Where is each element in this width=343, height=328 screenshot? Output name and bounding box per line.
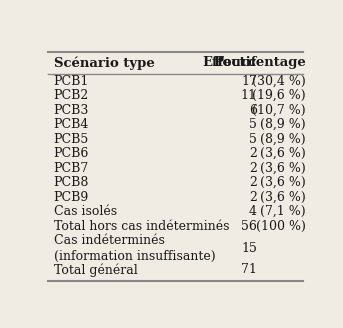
Text: 56: 56 [241, 220, 257, 233]
Text: (7,1 %): (7,1 %) [260, 205, 306, 218]
Text: (8,9 %): (8,9 %) [260, 118, 306, 131]
Text: PCB7: PCB7 [54, 162, 89, 175]
Text: (3,6 %): (3,6 %) [260, 191, 306, 204]
Text: Cas indéterminés
(information insuffisante): Cas indéterminés (information insuffisan… [54, 234, 215, 262]
Text: Pourcentage: Pourcentage [213, 56, 306, 70]
Text: PCB4: PCB4 [54, 118, 89, 131]
Text: PCB5: PCB5 [54, 133, 89, 146]
Text: Cas isolés: Cas isolés [54, 205, 117, 218]
Text: Total hors cas indéterminés: Total hors cas indéterminés [54, 220, 229, 233]
Text: 15: 15 [241, 241, 257, 255]
Text: (19,6 %): (19,6 %) [252, 89, 306, 102]
Text: 2: 2 [249, 162, 257, 175]
Text: PCB3: PCB3 [54, 104, 89, 116]
Text: 6: 6 [249, 104, 257, 116]
Text: 2: 2 [249, 191, 257, 204]
Text: (10,7 %): (10,7 %) [252, 104, 306, 116]
Text: Effectif: Effectif [202, 56, 257, 70]
Text: (30,4 %): (30,4 %) [252, 74, 306, 88]
Text: 4: 4 [249, 205, 257, 218]
Text: (3,6 %): (3,6 %) [260, 147, 306, 160]
Text: (3,6 %): (3,6 %) [260, 176, 306, 189]
Text: 5: 5 [249, 133, 257, 146]
Text: Scénario type: Scénario type [54, 56, 154, 70]
Text: PCB1: PCB1 [54, 74, 89, 88]
Text: (3,6 %): (3,6 %) [260, 162, 306, 175]
Text: 5: 5 [249, 118, 257, 131]
Text: PCB9: PCB9 [54, 191, 89, 204]
Text: 2: 2 [249, 176, 257, 189]
Text: 11: 11 [241, 89, 257, 102]
Text: PCB8: PCB8 [54, 176, 89, 189]
Text: (100 %): (100 %) [256, 220, 306, 233]
Text: 2: 2 [249, 147, 257, 160]
Text: PCB6: PCB6 [54, 147, 89, 160]
Text: 17: 17 [241, 74, 257, 88]
Text: PCB2: PCB2 [54, 89, 89, 102]
Text: (8,9 %): (8,9 %) [260, 133, 306, 146]
Text: 71: 71 [241, 263, 257, 276]
Text: Total général: Total général [54, 263, 137, 277]
